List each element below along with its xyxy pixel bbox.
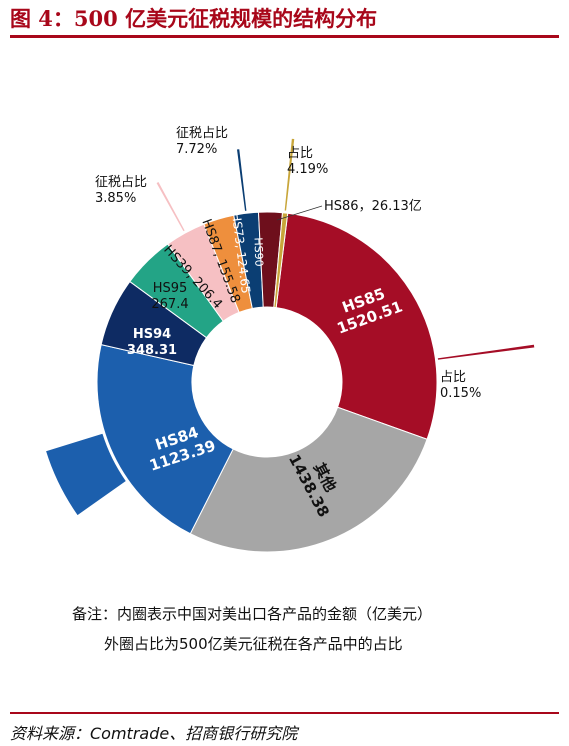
inner-slice-hs86 [273, 212, 289, 309]
outer-label-hs85: 占比 0.15% [440, 370, 481, 401]
outer-label-hs86: 占比 4.19% [287, 146, 328, 177]
outer-label-hs39: 征税占比 3.85% [95, 175, 147, 206]
source-text: 资料来源：Comtrade、招商银行研究院 [10, 724, 298, 743]
inner-label-hs90: HS90 [251, 237, 265, 267]
inner-slice-hs85 [275, 212, 438, 440]
donut-chart: 占比 0.15% 占比 23.62% 征税占比 3.85% 征税占比 7.72% 占比 4.19%… [44, 126, 536, 553]
outer-label-hs73: 征税占比 7.72% [176, 126, 228, 157]
outer-slice-hs86 [283, 137, 296, 212]
inner-label-hs94: HS94 348.31 [127, 327, 177, 358]
outer-slice-hs73 [235, 148, 248, 213]
inner-slice-hs84 [96, 344, 234, 535]
inner-label-hs95: HS95 267.4 [151, 281, 188, 312]
inner-slice-other [189, 406, 428, 553]
outer-slice-hs84 [44, 432, 128, 517]
figure-title: 图 4：500 亿美元征税规模的结构分布 [10, 6, 378, 31]
source-rule [10, 712, 559, 714]
outer-slice-hs39 [155, 180, 186, 233]
note-line-2: 外圈占比为500亿美元征税在各产品中的占比 [104, 635, 403, 653]
inner-label-hs86: HS86，26.13亿 [324, 199, 422, 214]
outer-label-hs84: 占比 23.62% [45, 376, 99, 408]
title-rule [10, 35, 559, 38]
note-line-1: 备注：内圈表示中国对美出口各产品的金额（亿美元） [72, 605, 433, 623]
outer-slice-hs85 [436, 343, 536, 361]
leader-line-hs86 [276, 205, 323, 221]
